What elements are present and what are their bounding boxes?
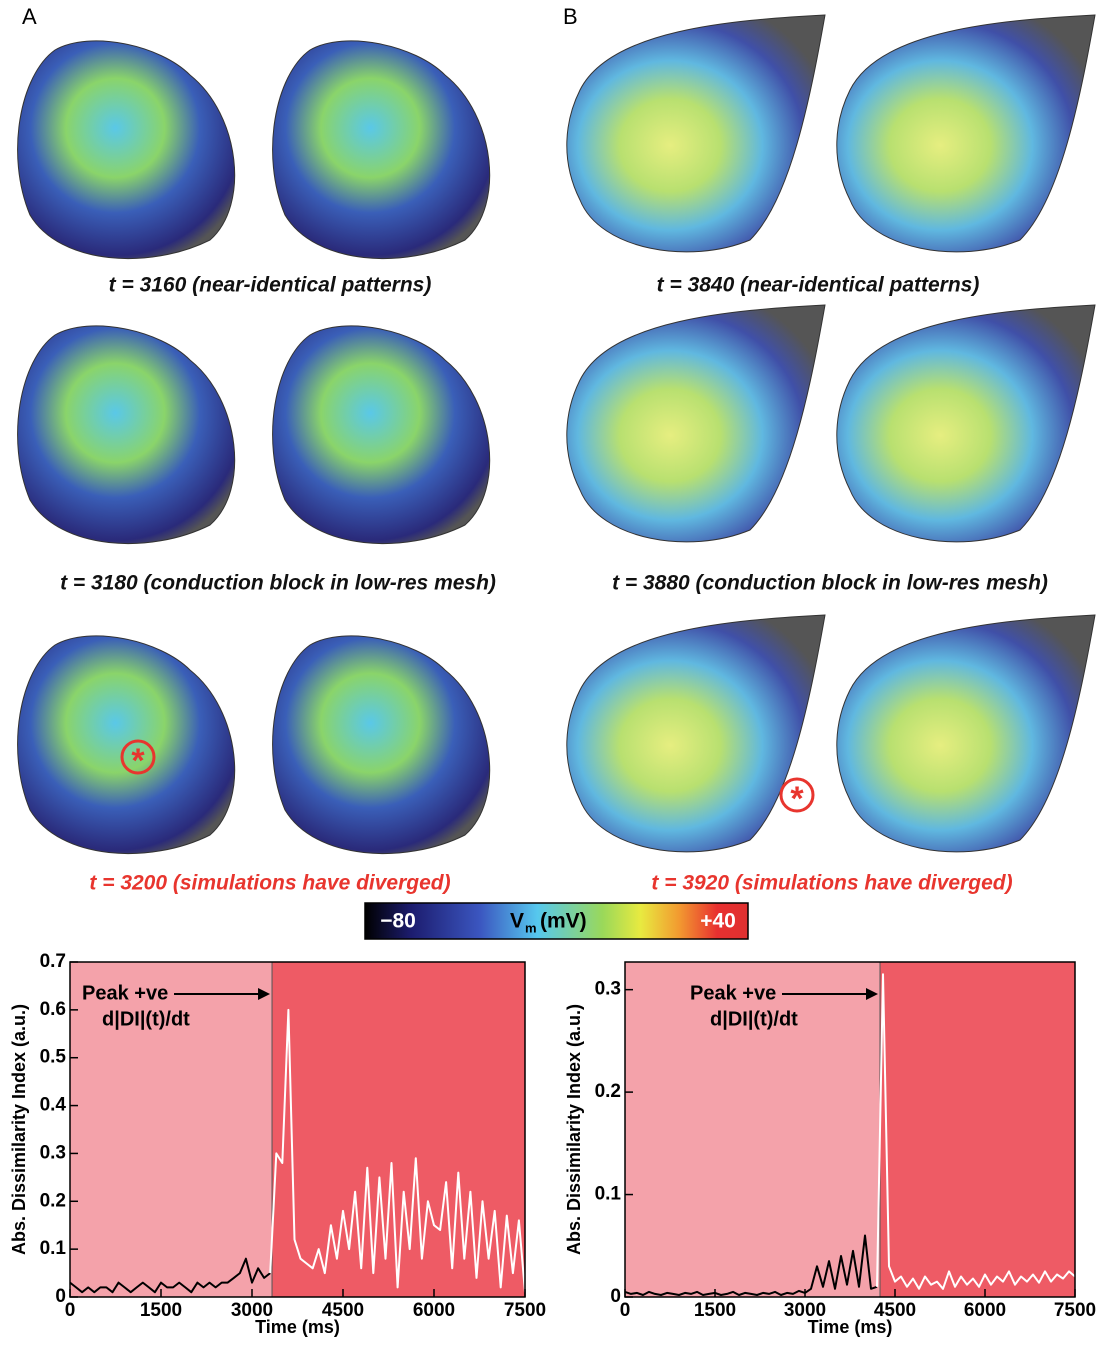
caption: t = 3160 (near-identical patterns) xyxy=(109,274,432,297)
heart-mesh xyxy=(566,14,826,253)
x-tick-label: 0 xyxy=(620,1300,631,1321)
colorbar-max: +40 xyxy=(700,910,736,933)
data-line xyxy=(876,973,1076,1290)
y-tick-label: 0 xyxy=(55,1286,66,1307)
annotation: d|DI|(t)/dt xyxy=(710,1008,798,1030)
y-tick-label: 0.6 xyxy=(40,999,66,1020)
caption: t = 3840 (near-identical patterns) xyxy=(657,274,980,297)
y-axis-label: Abs. Dissimilarity Index (a.u.) xyxy=(9,1004,29,1255)
y-tick-label: 0.7 xyxy=(40,951,66,972)
svg-text:*: * xyxy=(790,780,804,818)
heart-mesh xyxy=(836,14,1096,253)
data-line xyxy=(69,1257,271,1294)
y-axis-label: Abs. Dissimilarity Index (a.u.) xyxy=(564,1004,584,1255)
heart-images xyxy=(17,14,1096,855)
plot-frame xyxy=(69,961,526,1298)
colorbar-unit: (mV) xyxy=(540,910,587,933)
x-tick-label: 7500 xyxy=(504,1300,546,1321)
x-axis-label: Time (ms) xyxy=(255,1317,340,1337)
y-tick-label: 0.3 xyxy=(40,1142,66,1163)
y-tick-label: 0.2 xyxy=(40,1190,66,1211)
y-tick-label: 0 xyxy=(610,1286,621,1307)
y-tick-label: 0.3 xyxy=(595,979,621,1000)
data-line xyxy=(269,1008,526,1293)
heart-mesh xyxy=(17,325,236,545)
heart-mesh xyxy=(566,304,826,543)
plot-frame xyxy=(624,961,1076,1298)
heart-mesh xyxy=(836,614,1096,853)
colorbar-title: V xyxy=(510,910,524,933)
y-tick-label: 0.1 xyxy=(595,1184,622,1205)
heart-mesh xyxy=(836,304,1096,543)
x-tick-label: 7500 xyxy=(1054,1300,1096,1321)
colorbar-min: −80 xyxy=(380,910,416,933)
region xyxy=(880,962,1075,1297)
heart-mesh xyxy=(272,325,491,545)
colorbar-title-sub: m xyxy=(525,920,537,935)
svg-text:*: * xyxy=(131,742,145,780)
panel-label: B xyxy=(563,4,578,29)
y-tick-label: 0.2 xyxy=(595,1081,621,1102)
region xyxy=(272,962,525,1297)
heart-mesh xyxy=(566,614,826,853)
heart-mesh xyxy=(17,40,236,260)
y-tick-label: 0.5 xyxy=(40,1047,67,1068)
caption: t = 3180 (conduction block in low-res me… xyxy=(60,572,496,595)
caption: t = 3920 (simulations have diverged) xyxy=(651,872,1012,895)
x-tick-label: 1500 xyxy=(694,1300,736,1321)
x-tick-label: 3000 xyxy=(784,1300,826,1321)
data-line xyxy=(624,1234,878,1296)
x-tick-label: 6000 xyxy=(413,1300,455,1321)
divergence-marker: * * xyxy=(120,739,815,818)
annotation: Peak +ve xyxy=(690,982,776,1004)
x-tick-label: 4500 xyxy=(322,1300,364,1321)
x-tick-label: 0 xyxy=(65,1300,76,1321)
annotation: Peak +ve xyxy=(82,982,168,1004)
y-tick-label: 0.1 xyxy=(40,1238,67,1259)
annotation-arrowhead xyxy=(258,988,271,1000)
colorbar: −80 V m (mV) +40 xyxy=(364,902,749,940)
annotation: d|DI|(t)/dt xyxy=(102,1008,190,1030)
panel-label: A xyxy=(22,4,37,29)
y-tick-label: 0.4 xyxy=(40,1095,67,1116)
heart-mesh xyxy=(272,40,491,260)
heart-mesh xyxy=(272,635,491,855)
region xyxy=(70,962,273,1297)
region xyxy=(625,962,880,1297)
annotation-arrowhead xyxy=(866,988,878,1000)
caption: t = 3880 (conduction block in low-res me… xyxy=(612,572,1048,595)
x-tick-label: 3000 xyxy=(231,1300,273,1321)
caption: t = 3200 (simulations have diverged) xyxy=(89,872,450,895)
x-tick-label: 4500 xyxy=(874,1300,916,1321)
x-tick-label: 1500 xyxy=(140,1300,182,1321)
x-tick-label: 6000 xyxy=(964,1300,1006,1321)
x-axis-label: Time (ms) xyxy=(808,1317,893,1337)
